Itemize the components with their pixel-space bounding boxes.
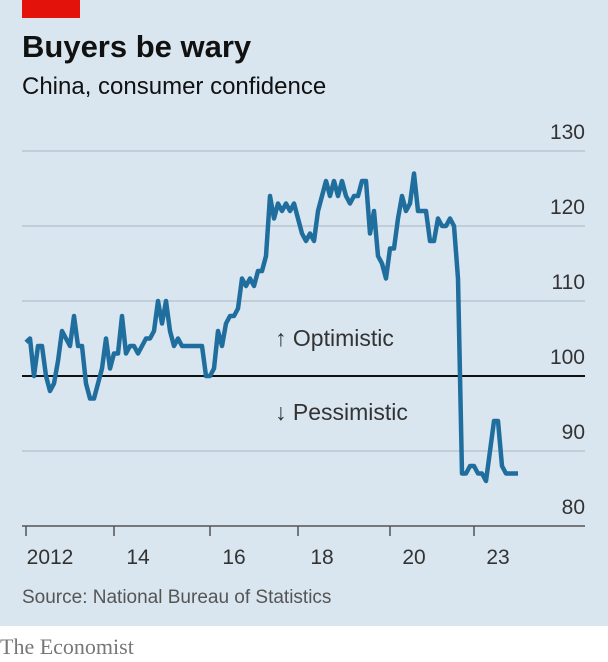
x-tick-label: 18 [310,546,333,569]
x-tick-label: 2012 [27,546,74,569]
red-tag [22,0,80,18]
y-tick-label: 100 [550,346,585,369]
y-tick-label: 120 [550,196,585,219]
source: Source: National Bureau of Statistics [22,587,331,608]
data-line [24,171,518,484]
y-tick-label: 130 [550,121,585,144]
brand: The Economist [0,634,134,659]
x-tick-label: 20 [402,546,425,569]
x-tick-label: 16 [222,546,245,569]
annotation: ↓ Pessimistic [275,399,408,425]
y-tick-label: 90 [562,421,585,444]
chart-title: Buyers be wary [22,29,252,64]
x-tick-label: 14 [126,546,150,569]
background [0,0,608,626]
y-tick-label: 80 [562,496,585,519]
chart-subtitle: China, consumer confidence [22,73,326,100]
x-tick-label: 23 [486,546,509,569]
annotation: ↑ Optimistic [275,325,394,351]
y-tick-label: 110 [552,271,585,294]
